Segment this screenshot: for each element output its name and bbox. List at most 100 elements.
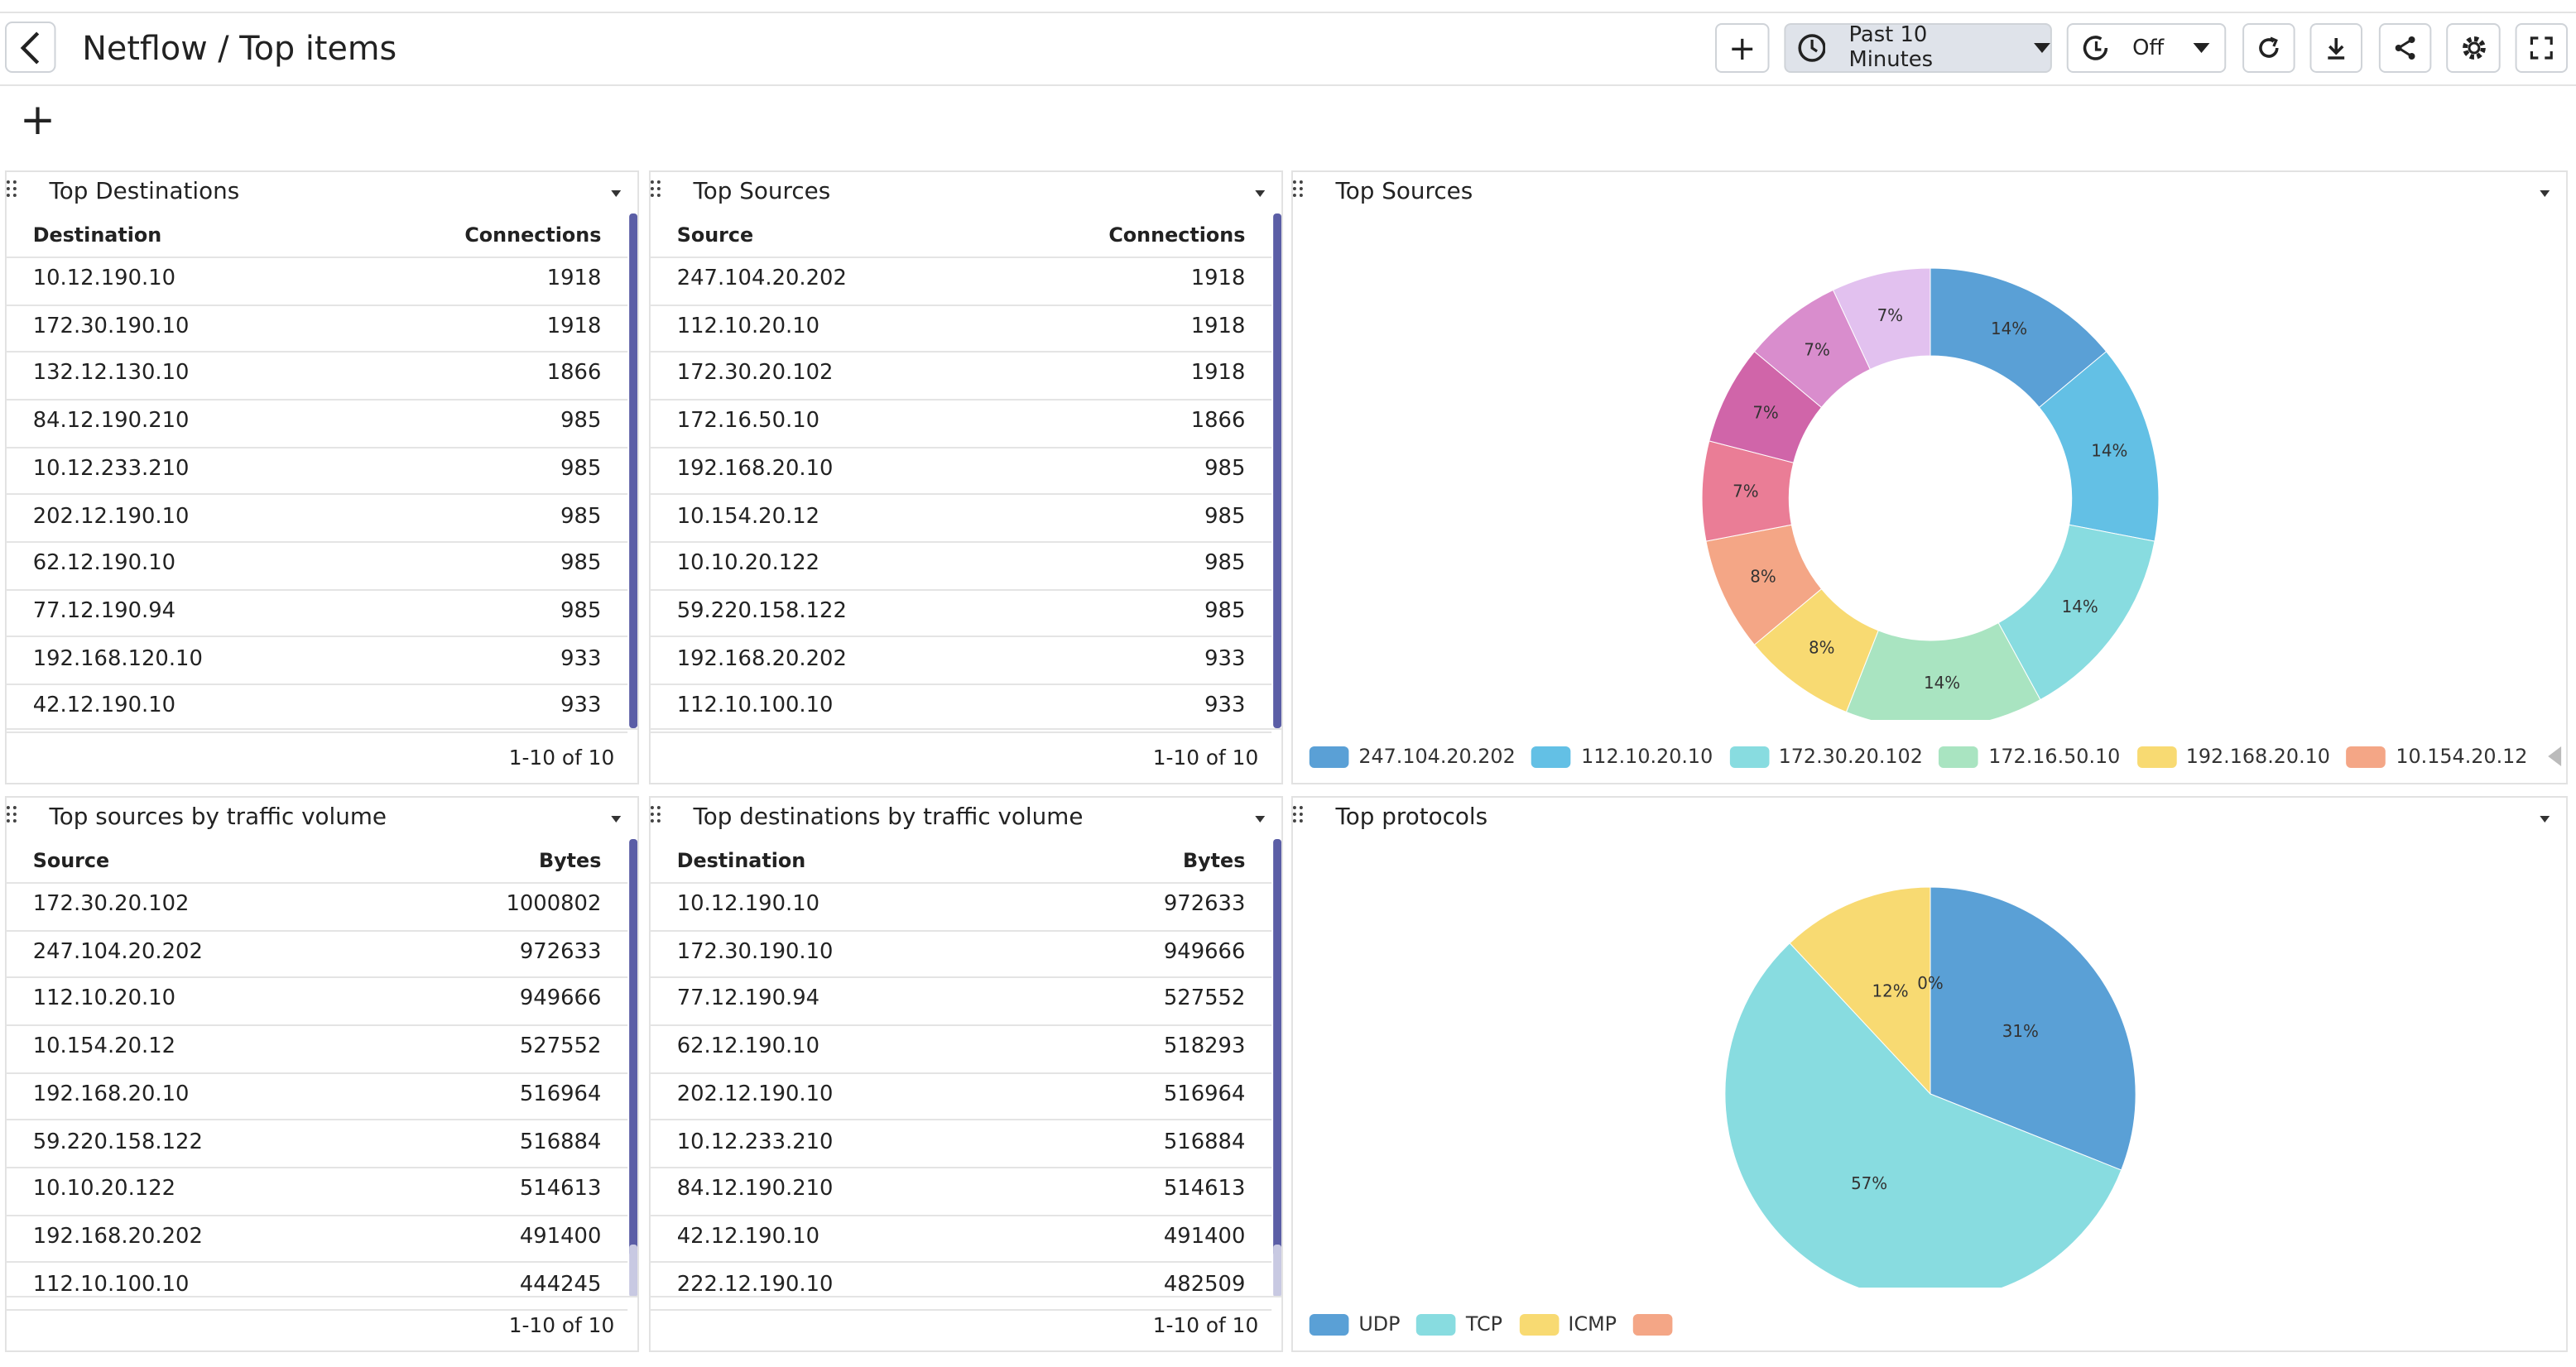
row-divider xyxy=(651,1214,1271,1216)
legend-item[interactable]: 247.104.20.202 xyxy=(1310,745,1516,768)
legend-item[interactable]: 172.16.50.10 xyxy=(1939,745,2121,768)
row-divider xyxy=(7,1296,639,1297)
legend-item[interactable]: 10.154.20.12 xyxy=(2347,745,2528,768)
legend-item[interactable] xyxy=(1633,1313,1683,1335)
row-divider xyxy=(7,351,627,353)
cell: 42.12.190.10 xyxy=(677,1225,819,1249)
pagination: 1-10 of 10 xyxy=(1153,745,1259,770)
row-divider xyxy=(7,731,627,733)
legend-swatch xyxy=(1939,746,1979,767)
column-header: Bytes xyxy=(539,849,601,872)
cell: 972633 xyxy=(1164,892,1246,917)
cell: 985 xyxy=(1204,504,1245,529)
dot xyxy=(657,180,661,184)
cell: 10.154.20.12 xyxy=(33,1034,175,1059)
panel: Top DestinationsDestinationConnections10… xyxy=(5,170,639,784)
add-panel-button[interactable]: + xyxy=(20,99,55,142)
cell: 985 xyxy=(1204,551,1245,576)
cell: 985 xyxy=(560,409,601,434)
share-button[interactable] xyxy=(2379,23,2432,73)
panel-title: Top destinations by traffic volume xyxy=(694,804,1084,831)
cell: 112.10.100.10 xyxy=(33,1272,190,1297)
cell: 247.104.20.202 xyxy=(33,939,203,964)
refresh-picker[interactable]: Off xyxy=(2067,23,2227,73)
dot xyxy=(657,813,661,816)
download-button[interactable] xyxy=(2309,23,2362,73)
cell: 985 xyxy=(560,599,601,624)
row-divider xyxy=(651,399,1271,401)
cell: 172.30.190.10 xyxy=(33,314,190,338)
data-label: 14% xyxy=(2062,597,2098,616)
cell: 1866 xyxy=(1191,409,1246,434)
drag-handle xyxy=(7,180,20,197)
cell: 77.12.190.94 xyxy=(33,599,175,624)
cell: 933 xyxy=(560,694,601,719)
row-divider xyxy=(651,1120,1271,1121)
panel-menu[interactable] xyxy=(611,190,621,197)
drag-handle xyxy=(7,806,20,823)
legend-item[interactable]: 172.30.20.102 xyxy=(1729,745,1923,768)
settings-button[interactable] xyxy=(2446,23,2500,73)
cell: 172.30.190.10 xyxy=(677,939,834,964)
dot xyxy=(7,813,10,816)
legend-item[interactable]: 192.168.20.10 xyxy=(2136,745,2330,768)
scrollbar xyxy=(1273,839,1281,1256)
dot xyxy=(657,806,661,809)
row-divider xyxy=(651,728,1283,730)
clock-icon xyxy=(1795,31,1825,65)
legend: UDP TCP ICMP xyxy=(1310,1312,1699,1336)
cell: 527552 xyxy=(520,1034,602,1059)
row-divider xyxy=(651,588,1271,590)
row-divider xyxy=(7,1262,627,1264)
legend-item[interactable]: TCP xyxy=(1416,1312,1502,1336)
fullscreen-button[interactable] xyxy=(2516,23,2569,73)
dot xyxy=(651,819,654,823)
back-button[interactable] xyxy=(5,22,58,74)
cell: 62.12.190.10 xyxy=(677,1034,819,1059)
add-button[interactable]: + xyxy=(1715,23,1769,73)
legend-item[interactable]: UDP xyxy=(1310,1312,1401,1336)
dot xyxy=(651,806,654,809)
data-label: 57% xyxy=(1851,1174,1887,1193)
legend-swatch xyxy=(2136,746,2176,767)
column-header: Connections xyxy=(464,223,601,247)
cell: 1918 xyxy=(1191,362,1246,386)
cell: 516964 xyxy=(520,1082,602,1107)
panel-menu[interactable] xyxy=(1255,190,1265,197)
caret xyxy=(2194,43,2210,53)
cell: 112.10.100.10 xyxy=(677,694,834,719)
legend-item[interactable]: 112.10.20.10 xyxy=(1532,745,1713,768)
cell: 1866 xyxy=(547,362,602,386)
scrollbar-track xyxy=(1273,1245,1281,1297)
panel-menu[interactable] xyxy=(1255,816,1265,823)
row-divider xyxy=(7,1167,627,1168)
cell: 491400 xyxy=(1164,1225,1246,1249)
cell: 192.168.20.10 xyxy=(33,1082,190,1107)
dot xyxy=(7,180,10,184)
cell: 516964 xyxy=(1164,1082,1246,1107)
row-divider xyxy=(7,636,627,638)
time-picker[interactable]: Past 10 Minutes xyxy=(1784,23,2052,73)
cell: 112.10.20.10 xyxy=(33,987,175,1012)
dot xyxy=(7,806,10,809)
cell: 516884 xyxy=(1164,1130,1246,1154)
row-divider xyxy=(7,882,627,884)
column-header: Destination xyxy=(677,849,806,872)
dot xyxy=(7,187,10,190)
dot xyxy=(7,819,10,823)
caret xyxy=(2034,43,2050,53)
cell: 949666 xyxy=(520,987,602,1012)
row-divider xyxy=(7,929,627,931)
cell: 985 xyxy=(560,457,601,482)
legend-label: 192.168.20.10 xyxy=(2186,745,2330,768)
cell: 132.12.130.10 xyxy=(33,362,190,386)
refresh-button[interactable] xyxy=(2242,23,2295,73)
row-divider xyxy=(7,1072,627,1073)
data-label: 31% xyxy=(2002,1022,2039,1041)
row-divider xyxy=(651,304,1271,305)
legend-item[interactable]: ICMP xyxy=(1519,1312,1617,1336)
row-divider xyxy=(7,976,627,978)
panel-menu[interactable] xyxy=(611,816,621,823)
cell: 77.12.190.94 xyxy=(677,987,819,1012)
